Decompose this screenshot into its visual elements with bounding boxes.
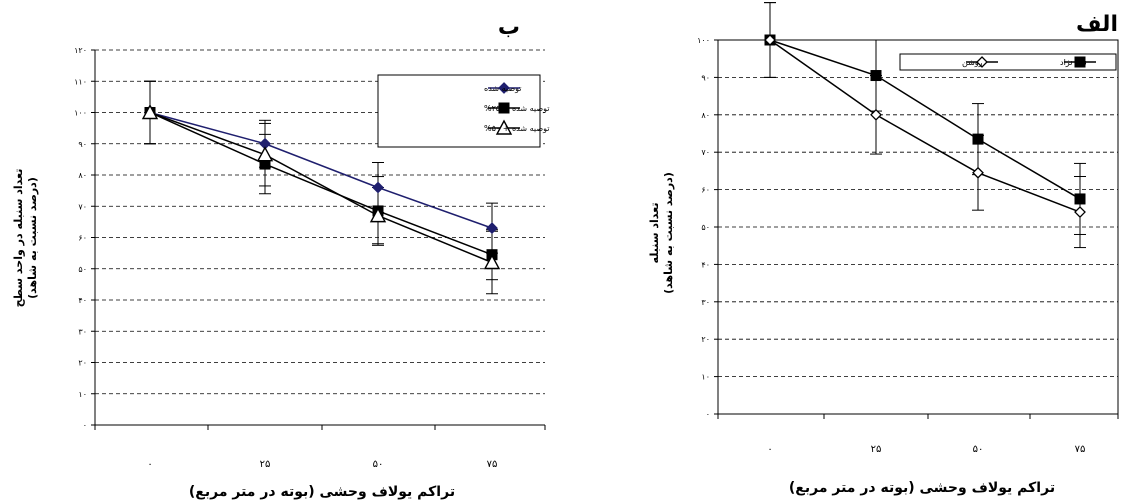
y-tick-label-be: ۷۰ — [78, 202, 87, 211]
x-tick-label-alef: ۲۵ — [871, 444, 882, 455]
y-tick-label-be: ۴۰ — [78, 296, 87, 305]
chart-be: ب ۰ ۱۰ ۲۰ ۳۰ ۴۰ ۵۰ ۶۰ ۷۰ ۸۰ ۹۰ ۱۰۰ ۱۱۰ ۱۲۰ ۰ ۲۵ ۵۰ ۷۵ ت… — [12, 15, 549, 500]
data-point-alef-1 — [870, 108, 882, 121]
chart-alef: الف ۰ ۱۰ ۲۰ ۳۰ ۴۰ ۵۰ ۶۰ ۷۰ ۸۰ ۹۰ ۱۰۰ ۰ ۲۵ ۵۰ ۷۵ نیک ن… — [648, 2, 1119, 496]
y-tick-label-be: ۲۰ — [78, 359, 87, 368]
legend-label-be-0: توصیه شده — [484, 84, 522, 93]
data-point-be-0 — [486, 222, 498, 235]
x-tick-label-alef: ۷۵ — [1075, 444, 1086, 455]
y-axis-label-be-line1: تعداد سنبله در واحد سطح — [12, 169, 25, 308]
x-tick-label-alef: ۰ — [767, 444, 772, 455]
series-be — [141, 80, 501, 295]
series-line-alef-0 — [769, 39, 1081, 200]
series-line-be-0 — [149, 111, 493, 229]
data-point-alef-0 — [870, 70, 882, 82]
y-axis-label-alef-line2: (درصد نسبت به شاهد) — [662, 172, 675, 294]
legend-alef: نیک نژاد روشن — [899, 53, 1117, 71]
data-point-alef-0 — [1074, 193, 1086, 205]
panel-letter-alef: الف — [1076, 12, 1118, 37]
x-axis-label-alef: تراکم یولاف وحشی (بوته در متر مربع) — [789, 480, 1055, 496]
legend-marker-alef-0 — [1074, 56, 1086, 68]
data-point-be-2 — [141, 104, 159, 120]
y-tick-label-be: ۱۰ — [78, 390, 87, 399]
y-tick-label-alef: ۹۰ — [701, 73, 710, 82]
y-tick-label-alef: ۸۰ — [701, 111, 710, 120]
x-tick-label-be: ۷۵ — [487, 459, 498, 470]
x-tick-label-be: ۲۵ — [260, 459, 271, 470]
y-axis-label-alef-line1: تعداد سنبله — [648, 203, 661, 264]
y-tick-label-be: ۸۰ — [78, 171, 87, 180]
panel-letter-be: ب — [498, 15, 520, 40]
legend-label-alef-1: روشن — [962, 58, 983, 67]
series-line-be-2 — [149, 111, 493, 264]
series-line-be-1 — [149, 111, 493, 256]
legend-marker-be-0 — [498, 82, 510, 94]
data-point-be-2 — [256, 146, 274, 162]
y-tick-label-alef: ۷۰ — [701, 148, 710, 157]
y-tick-label-alef: ۴۰ — [701, 260, 710, 269]
y-tick-label-alef: ۶۰ — [701, 186, 710, 195]
x-ticks-alef: ۰ ۲۵ ۵۰ ۷۵ — [717, 414, 1119, 455]
y-tick-label-be: ۱۱۰ — [74, 77, 87, 86]
y-axis-label-be-line2: (درصد نسبت به شاهد) — [26, 177, 39, 299]
y-tick-label-be: ۱۰۰ — [74, 109, 87, 118]
legend-marker-alef-1 — [976, 56, 988, 68]
y-tick-label-alef: ۰ — [706, 410, 710, 419]
grid-alef — [718, 39, 1118, 378]
y-tick-label-alef: ۲۰ — [701, 335, 710, 344]
legend-label-be-1: توصیه شده + ۲۵% — [484, 104, 549, 113]
legend-box-be — [377, 74, 541, 148]
data-point-be-0 — [372, 181, 384, 194]
x-tick-label-be: ۰ — [147, 459, 152, 470]
data-point-alef-1 — [1074, 206, 1086, 218]
x-axis-label-be: تراکم یولاف وحشی (بوته در متر مربع) — [189, 484, 455, 500]
legend-box-alef — [899, 53, 1117, 71]
y-ticks-be: ۰ ۱۰ ۲۰ ۳۰ ۴۰ ۵۰ ۶۰ ۷۰ ۸۰ ۹۰ ۱۰۰ ۱۱۰ ۱۲۰ — [74, 46, 95, 430]
legend-label-be-2: توصیه شده + ۵۰% — [484, 124, 549, 133]
y-tick-label-alef: ۵۰ — [701, 223, 710, 232]
y-ticks-alef: ۰ ۱۰ ۲۰ ۳۰ ۴۰ ۵۰ ۶۰ ۷۰ ۸۰ ۹۰ ۱۰۰ — [697, 36, 718, 419]
data-point-be-2 — [369, 207, 387, 223]
y-tick-label-be: ۶۰ — [78, 234, 87, 243]
series-line-alef-1 — [769, 39, 1081, 213]
x-tick-label-alef: ۵۰ — [973, 444, 984, 455]
y-tick-label-alef: ۱۰ — [701, 373, 710, 382]
y-tick-label-be: ۹۰ — [78, 140, 87, 149]
legend-marker-be-1 — [498, 102, 510, 114]
y-tick-label-alef: ۳۰ — [701, 298, 710, 307]
legend-label-alef-0: نیک نژاد — [1060, 58, 1087, 67]
data-point-be-2 — [483, 254, 501, 270]
x-tick-label-be: ۵۰ — [373, 459, 384, 470]
y-tick-label-be: ۳۰ — [78, 327, 87, 336]
data-point-alef-0 — [972, 133, 984, 145]
y-tick-label-be: ۵۰ — [78, 265, 87, 274]
legend-be: توصیه شده توصیه شده + ۲۵% توصیه شده + ۵۰% — [377, 74, 549, 148]
data-point-alef-1 — [764, 34, 776, 46]
series-alef — [764, 2, 1086, 249]
y-tick-label-alef: ۱۰۰ — [697, 36, 710, 45]
legend-marker-be-2 — [495, 119, 513, 135]
data-point-alef-1 — [972, 166, 984, 179]
y-tick-label-be: ۰ — [83, 421, 87, 430]
y-tick-label-be: ۱۲۰ — [74, 46, 87, 55]
x-ticks-be: ۰ ۲۵ ۵۰ ۷۵ — [94, 425, 546, 470]
